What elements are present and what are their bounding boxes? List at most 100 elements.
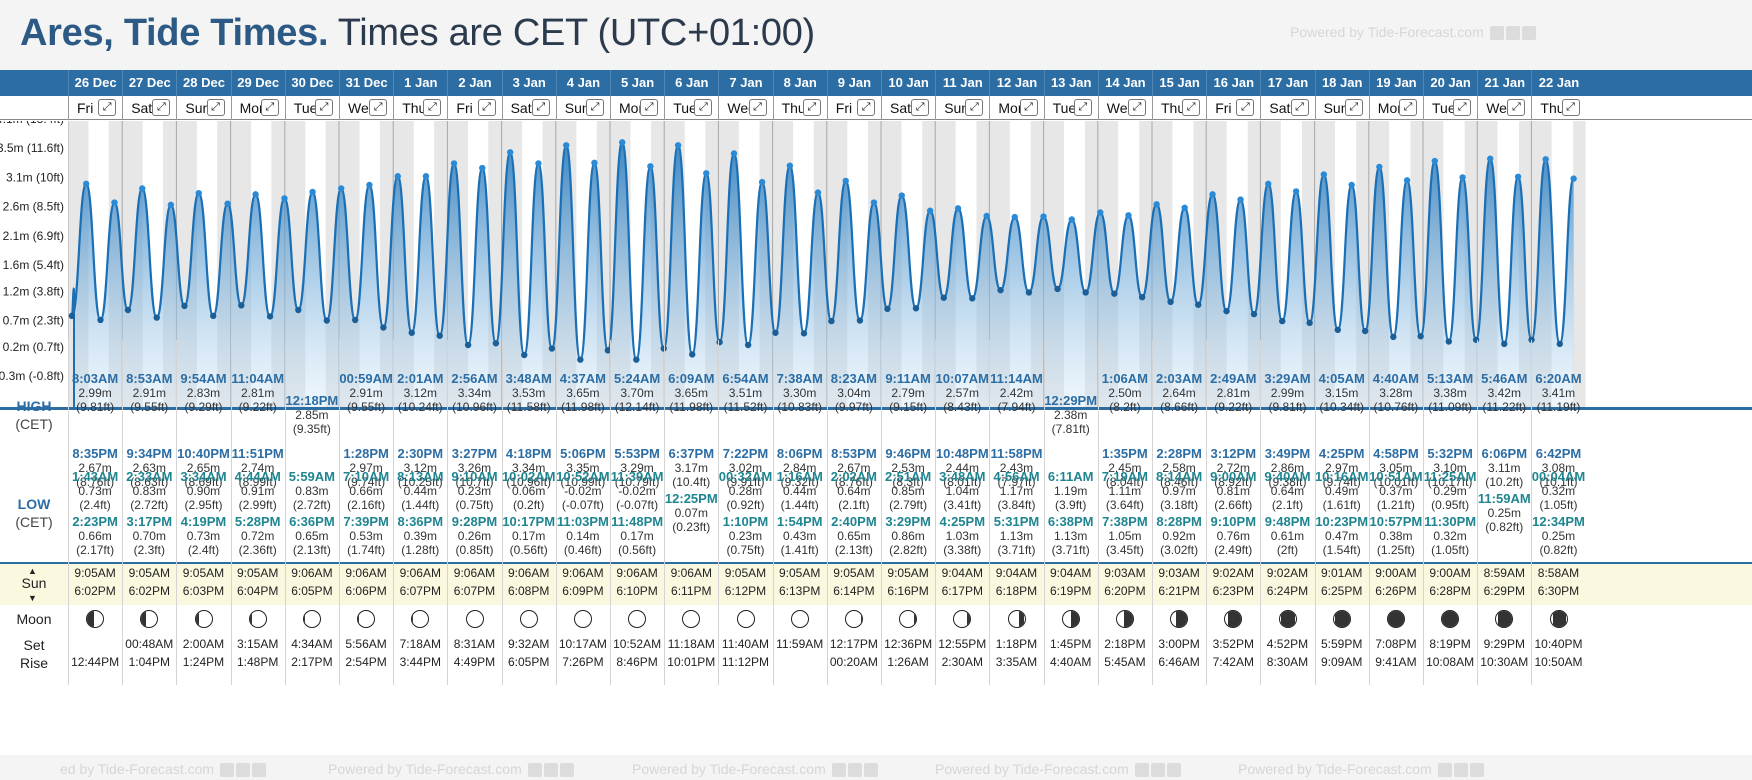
- date-cell: 1 Jan: [393, 70, 447, 96]
- low-tide-entry: 4:19PM 0.73m (2.4ft): [176, 515, 230, 558]
- high-tide-height-m: 3.12m: [403, 461, 437, 475]
- moonset-time: 2:00AM: [182, 637, 225, 651]
- high-tide-time: 3:27PM: [451, 446, 498, 461]
- high-tide-height-ft: (9.35ft): [292, 422, 331, 436]
- high-tide-point: [1487, 155, 1494, 162]
- low-tide-height-m: 0.66m: [349, 484, 383, 498]
- moon-dark-part: [861, 611, 862, 627]
- high-tide-time: 6:06PM: [1481, 446, 1528, 461]
- low-tide-point: [408, 329, 415, 336]
- expand-icon[interactable]: ⤢: [748, 99, 767, 116]
- day-name: Fri: [456, 100, 473, 116]
- low-tide-height-ft: (0.23ft): [672, 520, 711, 534]
- expand-icon[interactable]: ⤢: [1127, 99, 1146, 116]
- day-name: Fri: [835, 100, 853, 116]
- high-tide-time: 3:12PM: [1210, 446, 1257, 461]
- moonrise-time: 2:30AM: [941, 655, 983, 669]
- day-name: Tue: [293, 100, 318, 116]
- tide-chart-svg: 4.1m (13.4ft) 3.5m (11.6ft) 3.1m (10ft) 2.6…: [0, 121, 1586, 407]
- high-tide-height-ft: (10.2ft): [1485, 475, 1524, 489]
- day-name: Mon: [619, 100, 647, 116]
- expand-icon[interactable]: ⤢: [911, 99, 930, 116]
- high-tide-entry: 11:51PM 2.74m (8.99ft): [231, 447, 285, 490]
- expand-icon[interactable]: ⤢: [585, 99, 604, 116]
- low-tide-height-ft: (2.1ft): [838, 498, 870, 512]
- low-tide-time: 5:28PM: [234, 514, 281, 529]
- low-tide-point: [856, 317, 864, 324]
- expand-icon[interactable]: ⤢: [1561, 99, 1580, 116]
- y-axis-label: 3.5m (11.6ft): [0, 141, 64, 155]
- expand-icon[interactable]: ⤢: [98, 99, 117, 116]
- expand-icon[interactable]: ⤢: [965, 99, 984, 116]
- expand-icon[interactable]: ⤢: [152, 99, 171, 116]
- expand-icon[interactable]: ⤢: [1344, 99, 1363, 116]
- expand-icon[interactable]: ⤢: [694, 99, 713, 116]
- expand-icon[interactable]: ⤢: [260, 99, 279, 116]
- low-tide-time: 6:11AM: [1047, 469, 1094, 484]
- high-tide-entry: 10:07AM 2.57m (8.43ft): [935, 372, 989, 415]
- moon-phase-icon: [465, 610, 484, 628]
- expand-icon[interactable]: ⤢: [1019, 99, 1038, 116]
- y-axis-label: 3.1m (10ft): [6, 170, 64, 184]
- watermark-text: Powered by Tide-Forecast.com: [1290, 24, 1484, 40]
- expand-icon[interactable]: ⤢: [1507, 99, 1526, 116]
- expand-icon[interactable]: ⤢: [1290, 99, 1309, 116]
- sunset-time: 6:07PM: [399, 584, 441, 598]
- expand-icon[interactable]: ⤢: [1453, 99, 1472, 116]
- low-tide-entry: 2:02AM 0.64m (2.1ft): [827, 470, 881, 513]
- expand-icon[interactable]: ⤢: [206, 99, 225, 116]
- low-tide-time: 10:23PM: [1315, 514, 1369, 529]
- high-tide-entry: 1:28PM 2.97m (9.74ft): [339, 447, 393, 490]
- expand-icon[interactable]: ⤢: [369, 99, 388, 116]
- low-tide-time: 5:31PM: [993, 514, 1040, 529]
- expand-icon[interactable]: ⤢: [802, 99, 821, 116]
- expand-icon[interactable]: ⤢: [477, 99, 496, 116]
- low-tide-height-ft: (2.99ft): [238, 498, 277, 512]
- sunset-time: 6:17PM: [941, 584, 983, 598]
- low-tide-point: [295, 306, 302, 314]
- expand-icon[interactable]: ⤢: [531, 99, 550, 116]
- expand-icon[interactable]: ⤢: [1182, 99, 1201, 116]
- low-tide-height-m: 0.81m: [1216, 484, 1250, 498]
- expand-icon[interactable]: ⤢: [1073, 99, 1092, 116]
- high-tide-height-ft: (9.91ft): [726, 475, 765, 489]
- day-name: Mon: [239, 100, 267, 116]
- high-tide-point: [814, 189, 822, 196]
- moon-dark-part: [1123, 611, 1133, 627]
- expand-icon[interactable]: ⤢: [1236, 99, 1255, 116]
- low-tide-time: 10:57PM: [1369, 514, 1423, 529]
- expand-icon[interactable]: ⤢: [314, 99, 333, 116]
- low-tide-height-m: -0.02m: [618, 484, 656, 498]
- date-cell: 26 Dec: [68, 70, 122, 96]
- low-tide-entry: 6:38PM 1.13m (3.71ft): [1044, 515, 1098, 558]
- date-cell: 28 Dec: [176, 70, 230, 96]
- high-tide-height-ft: (8.69ft): [184, 475, 223, 489]
- high-tide-time: 8:23AM: [830, 371, 878, 386]
- high-tide-entry: 10:48PM 2.44m (8.01ft): [935, 447, 989, 490]
- low-tide-entry: 4:56AM 1.17m (3.84ft): [989, 470, 1043, 513]
- high-tide-entry: 5:24AM 3.70m (12.14ft): [610, 372, 664, 415]
- low-tide-point: [577, 356, 584, 363]
- expand-icon[interactable]: ⤢: [640, 99, 659, 116]
- moonrise-time: 8:30AM: [1266, 655, 1309, 669]
- sunset-time: 6:26PM: [1375, 584, 1417, 598]
- expand-icon[interactable]: ⤢: [856, 99, 875, 116]
- moon-dark-part: [1281, 611, 1296, 627]
- low-tide-height-ft: (0.85ft): [455, 543, 494, 557]
- moon-phase-icon: [248, 610, 267, 628]
- day-cell: Fri ⤢: [826, 96, 881, 120]
- high-tide-height-ft: (9.15ft): [889, 400, 928, 414]
- low-tide-point: [380, 324, 387, 331]
- high-tide-time: 12:18PM: [285, 393, 339, 408]
- sunset-time: 6:20PM: [1104, 584, 1146, 598]
- expand-icon[interactable]: ⤢: [423, 99, 442, 116]
- low-tide-height-m: 0.73m: [186, 529, 221, 543]
- day-row: Fri ⤢ Sat ⤢ Sun ⤢ Mon ⤢ Tue ⤢ Wed ⤢ Thu ⤢ Fri ⤢ Sat ⤢ Sun ⤢…: [0, 96, 1752, 120]
- expand-icon[interactable]: ⤢: [1398, 99, 1417, 116]
- day-cell: Thu ⤢: [1531, 96, 1585, 120]
- high-tide-height-m: 2.64m: [1162, 386, 1196, 400]
- low-tide-entry: 00:04AM 0.32m (1.05ft): [1531, 470, 1585, 513]
- high-tide-entry: 9:54AM 2.83m (9.29ft): [176, 372, 230, 415]
- high-tide-height-m: 3.10m: [1433, 461, 1467, 475]
- moon-phase-icon: [1549, 610, 1568, 628]
